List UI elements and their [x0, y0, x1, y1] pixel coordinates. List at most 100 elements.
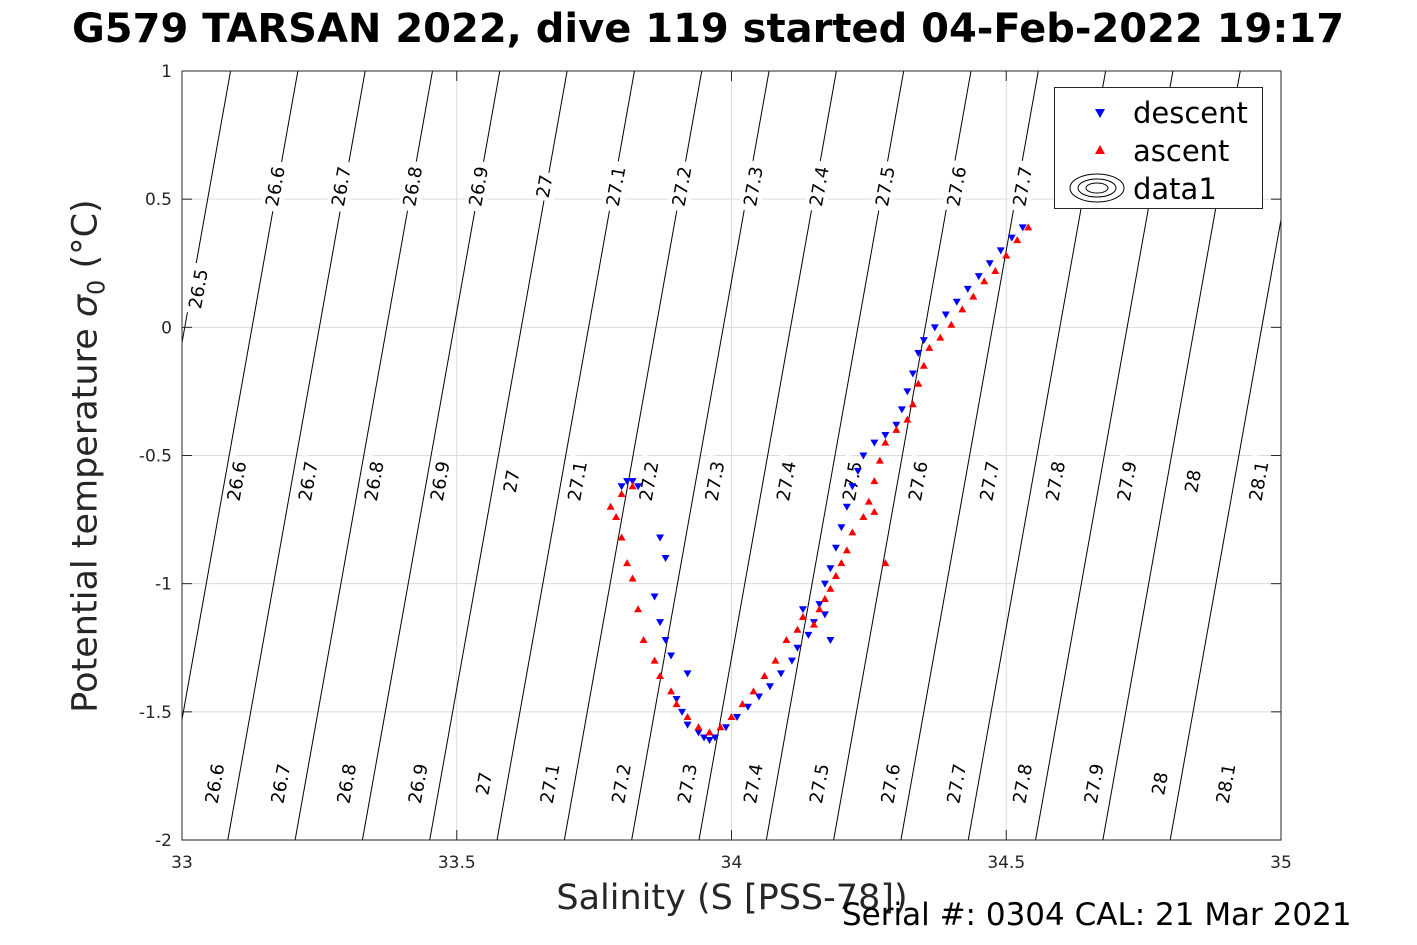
isopycnal-label: 27.6: [875, 757, 907, 811]
descent-point: [919, 337, 928, 345]
descent-point: [743, 703, 752, 711]
isopycnal-label: 27.8: [1040, 454, 1071, 508]
isopycnal-label-bg: [738, 159, 769, 213]
isopycnal-label: 27: [531, 170, 558, 203]
isopycnal-label: 27.5: [837, 454, 868, 508]
ascent-point: [809, 620, 818, 628]
axes: 33 33.5 34 34.5 35 -2 -1.5 -1 -0.5 0 0.5 1: [139, 62, 1292, 873]
ascent-point: [656, 671, 665, 679]
isopycnal-label-text: 27.4: [740, 762, 768, 805]
ascent-point: [1013, 236, 1022, 244]
isopycnal-label: 27.3: [738, 159, 769, 213]
descent-point: [793, 644, 802, 652]
isopycnal-label-bg: [199, 757, 231, 811]
isopycnal-label-text: 27: [500, 468, 525, 494]
isopycnal-label-bg: [666, 159, 698, 213]
x-tick-label: 34: [721, 853, 743, 873]
isopycnal-label-bg: [738, 757, 769, 811]
descent-point: [683, 670, 692, 678]
isopycnal-label-text: 26.8: [361, 460, 389, 503]
ascent-point: [634, 605, 643, 613]
ascent-point: [617, 489, 626, 497]
isopycnal-label-text: 27.8: [1009, 762, 1037, 805]
isopycnal-label-bg: [359, 454, 390, 508]
isopycnal-label-bg: [837, 454, 868, 508]
isopycnal-label: 28.1: [1243, 454, 1275, 508]
isopycnal-label: 27.8: [1007, 757, 1038, 811]
ascent-point: [908, 400, 917, 408]
ascent-point: [650, 656, 659, 664]
isopycnal-label-bg: [903, 454, 934, 508]
ascent-point: [760, 671, 769, 679]
legend-item-ascent: ascent: [1055, 132, 1262, 168]
descent-point: [892, 421, 901, 429]
descent-point: [667, 652, 676, 660]
isopycnal-label-text: 27.6: [943, 165, 971, 208]
ascent-point: [848, 528, 857, 536]
isopycnal-label: 26.5: [183, 262, 214, 316]
descent-point: [683, 721, 692, 729]
isopycnal-label-bg: [470, 767, 498, 800]
ascent-point: [980, 277, 989, 285]
ascent-point: [914, 379, 923, 387]
isopycnal-label-bg: [1111, 454, 1143, 508]
isopycnal-label-text: 26.9: [427, 460, 455, 503]
ascent-point: [881, 438, 890, 446]
isopycnal-label: 27: [470, 767, 498, 800]
ascent-point: [694, 723, 703, 731]
isopycnal-label-bg: [183, 262, 214, 316]
ascent-point: [936, 333, 945, 341]
descent-point: [842, 503, 851, 511]
isopycnal-label: 27.4: [771, 454, 802, 508]
ascent-point: [991, 266, 1000, 274]
ascent-point: [749, 687, 758, 695]
isopycnal-label-text: 26.7: [268, 762, 296, 805]
legend: descent ascent data1: [1054, 87, 1263, 209]
isopycnal-label-text: 27.6: [905, 460, 933, 503]
isopycnal-label-bg: [498, 465, 525, 497]
x-tick-label: 34.5: [987, 853, 1025, 873]
ascent-point: [947, 320, 956, 328]
isopycnal-label-bg: [875, 757, 907, 811]
isopycnal-label-bg: [804, 159, 835, 213]
descent-point: [672, 696, 681, 704]
isopycnal-label-bg: [1210, 757, 1242, 811]
descent-point: [656, 619, 665, 627]
ascent-point: [815, 605, 824, 613]
descent-point: [732, 713, 741, 721]
isopycnal-label: 27.9: [1111, 454, 1143, 508]
descent-point: [623, 478, 632, 486]
ascent-point: [820, 595, 829, 603]
descent-point: [974, 273, 983, 281]
ascent-point: [716, 723, 725, 731]
y-axis-label-text: Potential temperature: [65, 317, 106, 713]
ascent-point: [837, 559, 846, 567]
isopycnal-label: 26.8: [397, 159, 429, 213]
isopycnal-label-text: 27.1: [564, 460, 592, 503]
descent-point: [798, 606, 807, 614]
isopycnal-label-text: 27.3: [702, 460, 730, 503]
y-tick-label: -2: [155, 831, 172, 851]
ascent-point: [612, 513, 621, 521]
isopycnal-label-bg: [1040, 454, 1071, 508]
isopycnal-label-text: 27.4: [806, 165, 834, 208]
isopycnal-label-bg: [1007, 757, 1038, 811]
isopycnal-label-text: 27.5: [839, 460, 867, 503]
ascent-point: [903, 415, 912, 423]
ascent-point: [958, 305, 967, 313]
isopycnal-label: 27.4: [738, 757, 769, 811]
y-tick-label: -0.5: [139, 447, 172, 467]
legend-item-descent: descent: [1055, 94, 1262, 130]
ascent-point: [727, 712, 736, 720]
isopycnal-label-bg: [1179, 465, 1207, 497]
ascent-point: [683, 712, 692, 720]
descent-point: [881, 431, 890, 439]
isopycnal-label: 27.2: [666, 159, 698, 213]
isopycnal-label-text: 27.3: [740, 165, 768, 208]
isopycnal-label: 27.5: [804, 757, 835, 811]
isopycnal-label: 26.7: [326, 159, 357, 213]
ascent-point: [628, 574, 637, 582]
y-axis-label-unit: (°C): [65, 199, 106, 280]
isopycnal-label: 27.1: [534, 757, 566, 811]
ascent-point: [881, 559, 890, 567]
